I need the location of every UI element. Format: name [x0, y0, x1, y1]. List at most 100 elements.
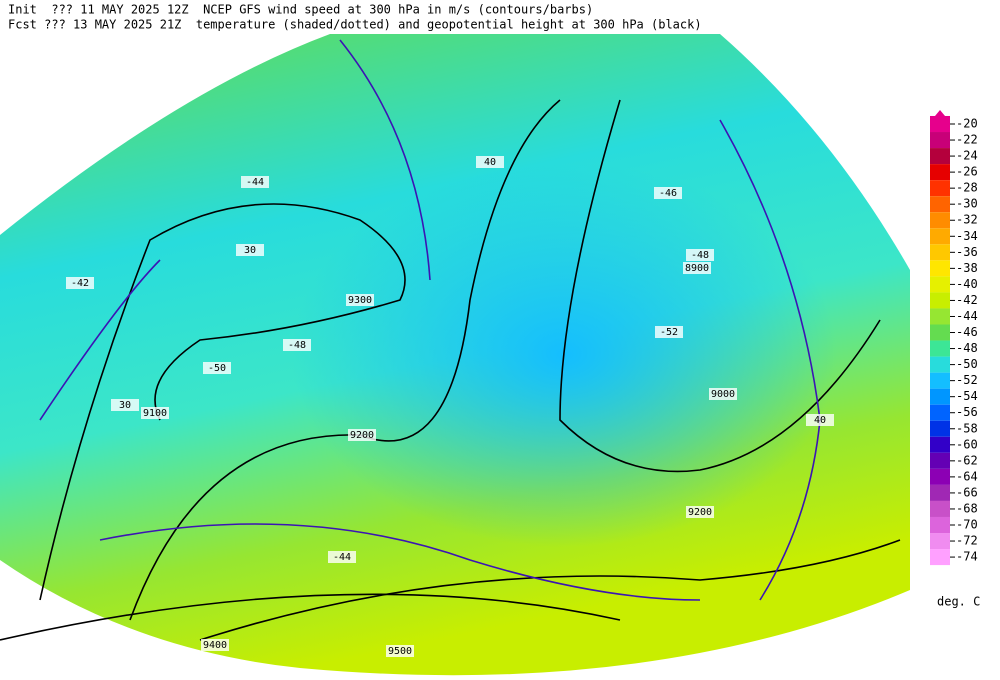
colorbar-label: -44 [956, 309, 978, 323]
colorbar-swatch [930, 292, 950, 309]
contour-label-bg [66, 277, 94, 289]
contour-label: -48 [691, 250, 709, 261]
cold-core [0, 34, 910, 676]
colorbar-swatch [930, 228, 950, 245]
contour-label: 9100 [143, 408, 167, 419]
colorbar-swatch [930, 500, 950, 517]
colorbar-label: -26 [956, 165, 978, 179]
colorbar-swatch [930, 276, 950, 293]
contour-label: 40 [814, 415, 826, 426]
colorbar-label: -64 [956, 469, 978, 483]
colorbar-swatch [930, 436, 950, 453]
wind-contours [39, 39, 821, 601]
contour-label-bg [386, 645, 414, 657]
contour-label-bg [348, 429, 376, 441]
colorbar-label: -32 [956, 213, 978, 227]
contour-label-bg [686, 249, 714, 261]
colorbar-label: -66 [956, 485, 978, 499]
colorbar-label: -28 [956, 181, 978, 195]
colorbar-label: -40 [956, 277, 978, 291]
contour-label-bg [203, 362, 231, 374]
contour-label-bg [709, 388, 737, 400]
colorbar-swatch [930, 308, 950, 325]
colorbar-label: -42 [956, 293, 978, 307]
colorbar-label: -34 [956, 229, 978, 243]
colorbar-swatch [930, 164, 950, 181]
colorbar-swatch [930, 484, 950, 501]
contour-label: -52 [660, 327, 678, 338]
colorbar-swatch [930, 115, 950, 133]
header-line: Fcst ??? 13 MAY 2025 21Z temperature (sh… [8, 18, 702, 32]
contour-label: -50 [208, 363, 226, 374]
contour-label: -48 [288, 340, 306, 351]
colorbar-unit: deg. C [937, 595, 980, 609]
colorbar-swatch [930, 212, 950, 229]
contour-label: 9200 [350, 430, 374, 441]
contour-label-bg [283, 339, 311, 351]
contour-label-bg [654, 187, 682, 199]
colorbar-swatch [930, 388, 950, 405]
contour-label-bg [655, 326, 683, 338]
colorbar-label: -68 [956, 501, 978, 515]
colorbar-label: -36 [956, 245, 978, 259]
contour-label: -46 [659, 188, 677, 199]
contour-label: 9000 [711, 389, 735, 400]
colorbar-label: -60 [956, 437, 978, 451]
height-contours [0, 99, 901, 641]
colorbar-label: -70 [956, 518, 978, 532]
colorbar-label: -58 [956, 421, 978, 435]
contour-label: 40 [484, 157, 496, 168]
colorbar-label: -56 [956, 405, 978, 419]
contour-label: 9400 [203, 640, 227, 651]
colorbar-swatch [930, 452, 950, 469]
colorbar-swatch [930, 420, 950, 437]
contour-label: 9200 [688, 507, 712, 518]
contour-label-bg [241, 176, 269, 188]
colorbar-label: -46 [956, 325, 978, 339]
colorbar-label: -50 [956, 357, 978, 371]
contour-label-bg [806, 414, 834, 426]
colorbar-label: -72 [956, 534, 978, 548]
colorbar-label: -30 [956, 197, 978, 211]
colorbar-swatch [930, 549, 950, 566]
colorbar-label: -22 [956, 133, 978, 147]
contour-label: 30 [244, 245, 256, 256]
contour-label-bg [476, 156, 504, 168]
colorbar-swatch [930, 180, 950, 197]
colorbar-swatch [930, 132, 950, 149]
header-line: Init ??? 11 MAY 2025 12Z NCEP GFS wind s… [8, 3, 593, 17]
contour-label-bg [686, 506, 714, 518]
colorbar-label: -74 [956, 550, 978, 564]
colorbar-swatch [930, 260, 950, 277]
contour-label: -44 [246, 177, 264, 188]
contour-label-bg [201, 639, 229, 651]
contour-label: 8900 [685, 263, 709, 274]
contour-label-bg [346, 294, 374, 306]
contour-label-bg [328, 551, 356, 563]
contour-label-bg [111, 399, 139, 411]
colorbar-label: -38 [956, 261, 978, 275]
contour-label: 9300 [348, 295, 372, 306]
contour-label: -42 [71, 278, 89, 289]
colorbar-swatch [930, 340, 950, 357]
contour-label-bg [141, 407, 169, 419]
colorbar-swatch [930, 324, 950, 341]
colorbar-label: -24 [956, 149, 978, 163]
colorbar-label: -52 [956, 373, 978, 387]
colorbar-swatch [930, 148, 950, 165]
colorbar-swatch [930, 372, 950, 389]
colorbar-label: -54 [956, 389, 978, 403]
colorbar-label: -48 [956, 341, 978, 355]
map [0, 34, 910, 676]
contour-label-bg [236, 244, 264, 256]
colorbar-label: -20 [956, 117, 978, 131]
colorbar-label: -62 [956, 453, 978, 467]
contour-label-bg [683, 262, 711, 274]
colorbar-swatch [930, 533, 950, 550]
colorbar-swatch [930, 244, 950, 261]
contour-label: 9500 [388, 646, 412, 657]
contour-label: -44 [333, 552, 351, 563]
colorbar-swatch [930, 356, 950, 373]
